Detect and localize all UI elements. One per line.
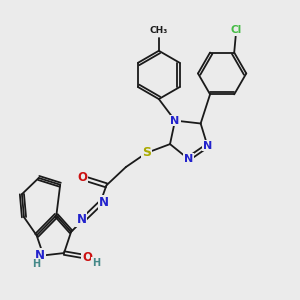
Text: N: N xyxy=(203,141,212,151)
Text: N: N xyxy=(99,196,110,209)
Text: N: N xyxy=(76,213,86,226)
Text: H: H xyxy=(92,258,100,268)
Text: H: H xyxy=(32,259,40,269)
Text: CH₃: CH₃ xyxy=(150,26,168,35)
Text: N: N xyxy=(184,154,193,164)
Text: N: N xyxy=(35,249,45,262)
Text: Cl: Cl xyxy=(230,26,241,35)
Text: S: S xyxy=(142,146,151,159)
Text: O: O xyxy=(82,251,92,264)
Text: O: O xyxy=(77,171,87,184)
Text: N: N xyxy=(170,116,180,126)
